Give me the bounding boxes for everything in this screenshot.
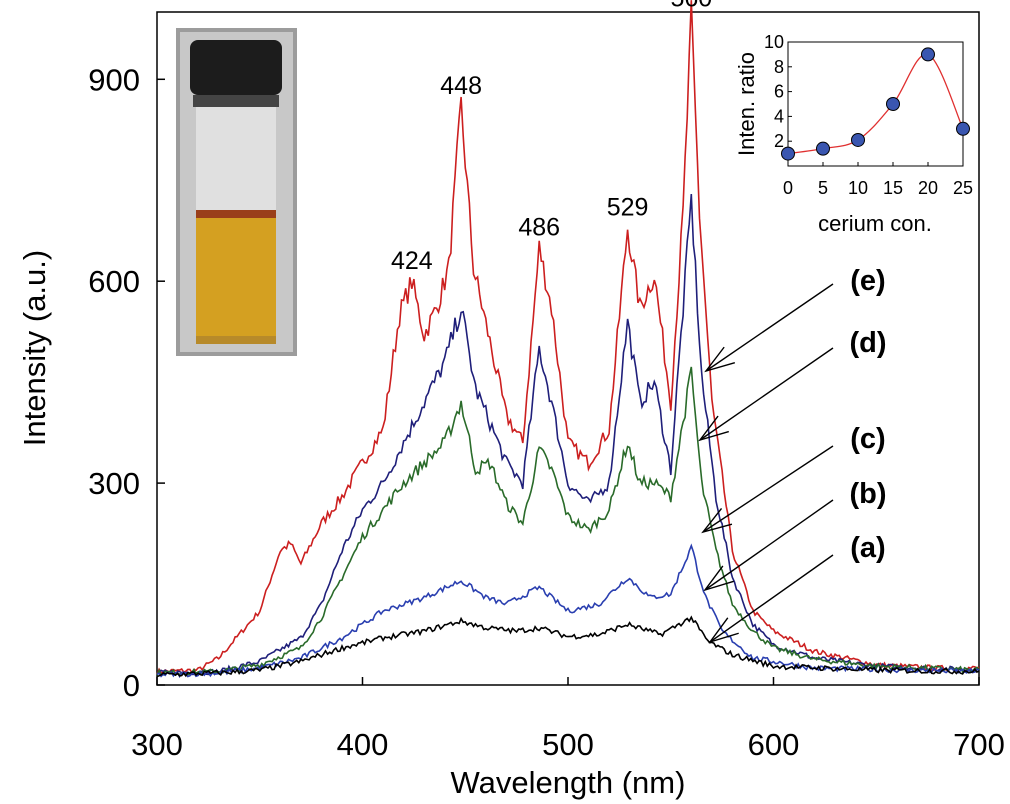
x-tick-label: 700 (953, 727, 1005, 762)
peak-labels: 424 448 486 529 560 (391, 0, 712, 275)
y-tick-label: 900 (88, 62, 140, 97)
x-tick-label: 300 (131, 727, 183, 762)
inset-y-tick-label: 8 (774, 57, 784, 77)
vial-cap (190, 40, 282, 95)
peak-label: 448 (440, 72, 482, 100)
x-axis-label: Wavelength (nm) (451, 765, 686, 800)
inset-x-tick-label: 15 (883, 178, 903, 198)
peak-label: 560 (670, 0, 712, 13)
series-line-d (156, 193, 980, 676)
inset-point (921, 47, 935, 62)
y-tick-label: 0 (123, 668, 140, 703)
x-tick-label: 600 (748, 727, 800, 762)
series-callouts: (e) (d) (c) (b) (a) (698, 265, 887, 644)
arrow-e (705, 283, 834, 372)
arrow-head (701, 507, 733, 534)
y-tick-label: 600 (88, 264, 140, 299)
x-tick-label: 400 (337, 727, 389, 762)
arrow-b (704, 499, 834, 591)
inset-x-tick-label: 0 (783, 178, 793, 198)
inset-y-tick-label: 2 (774, 131, 784, 151)
series-label-a: (a) (850, 532, 885, 564)
arrow-head (704, 346, 736, 373)
series-lines (156, 0, 980, 679)
x-ticks: 300 400 500 600 700 (131, 677, 1005, 762)
inset-y-tick-label: 6 (774, 82, 784, 102)
series-line-b (156, 543, 980, 679)
inset-x-tick-label: 10 (848, 178, 868, 198)
inset-x-tick-label: 5 (818, 178, 828, 198)
inset-y-tick-label: 10 (764, 32, 784, 52)
vial-photo (176, 28, 297, 356)
arrow-c (702, 445, 834, 533)
series-label-b: (b) (849, 478, 886, 510)
inset-points (781, 47, 970, 161)
inset-x-tick-label: 25 (953, 178, 973, 198)
inset-y-tick-label: 4 (774, 106, 784, 126)
inset-x-tick-label: 20 (918, 178, 938, 198)
arrow-d (699, 347, 834, 441)
series-label-c: (c) (850, 423, 885, 455)
inset-y-ticks: 2 4 6 8 10 (764, 32, 792, 151)
peak-label: 486 (518, 214, 560, 242)
inset-y-axis-label: Inten. ratio (734, 52, 759, 156)
inset-point (956, 121, 970, 136)
inset-x-axis-label: cerium con. (818, 211, 932, 236)
vial-liquid (196, 218, 276, 340)
arrow-a (709, 554, 834, 643)
arrow-head (708, 617, 739, 644)
arrow-head (703, 565, 734, 592)
series-line-c (156, 366, 980, 677)
y-tick-label: 300 (88, 466, 140, 501)
y-axis-label: Intensity (a.u.) (17, 250, 52, 446)
peak-label: 529 (607, 193, 649, 221)
x-tick-label: 500 (542, 727, 594, 762)
inset-point (851, 132, 865, 147)
y-ticks: 0 300 600 900 (88, 62, 165, 703)
arrow-head (698, 415, 729, 442)
inset-point (816, 141, 830, 156)
inset-point (886, 97, 900, 111)
series-line-a (156, 615, 980, 678)
peak-label: 424 (391, 247, 433, 275)
series-label-e: (e) (850, 265, 885, 297)
series-label-d: (d) (849, 327, 886, 359)
inset-chart: 0 5 10 15 20 25 2 4 6 8 10 cerium con. Inten. rat… (734, 32, 973, 236)
inset-x-ticks: 0 5 10 15 20 25 (783, 162, 973, 198)
inset-point (781, 146, 795, 161)
